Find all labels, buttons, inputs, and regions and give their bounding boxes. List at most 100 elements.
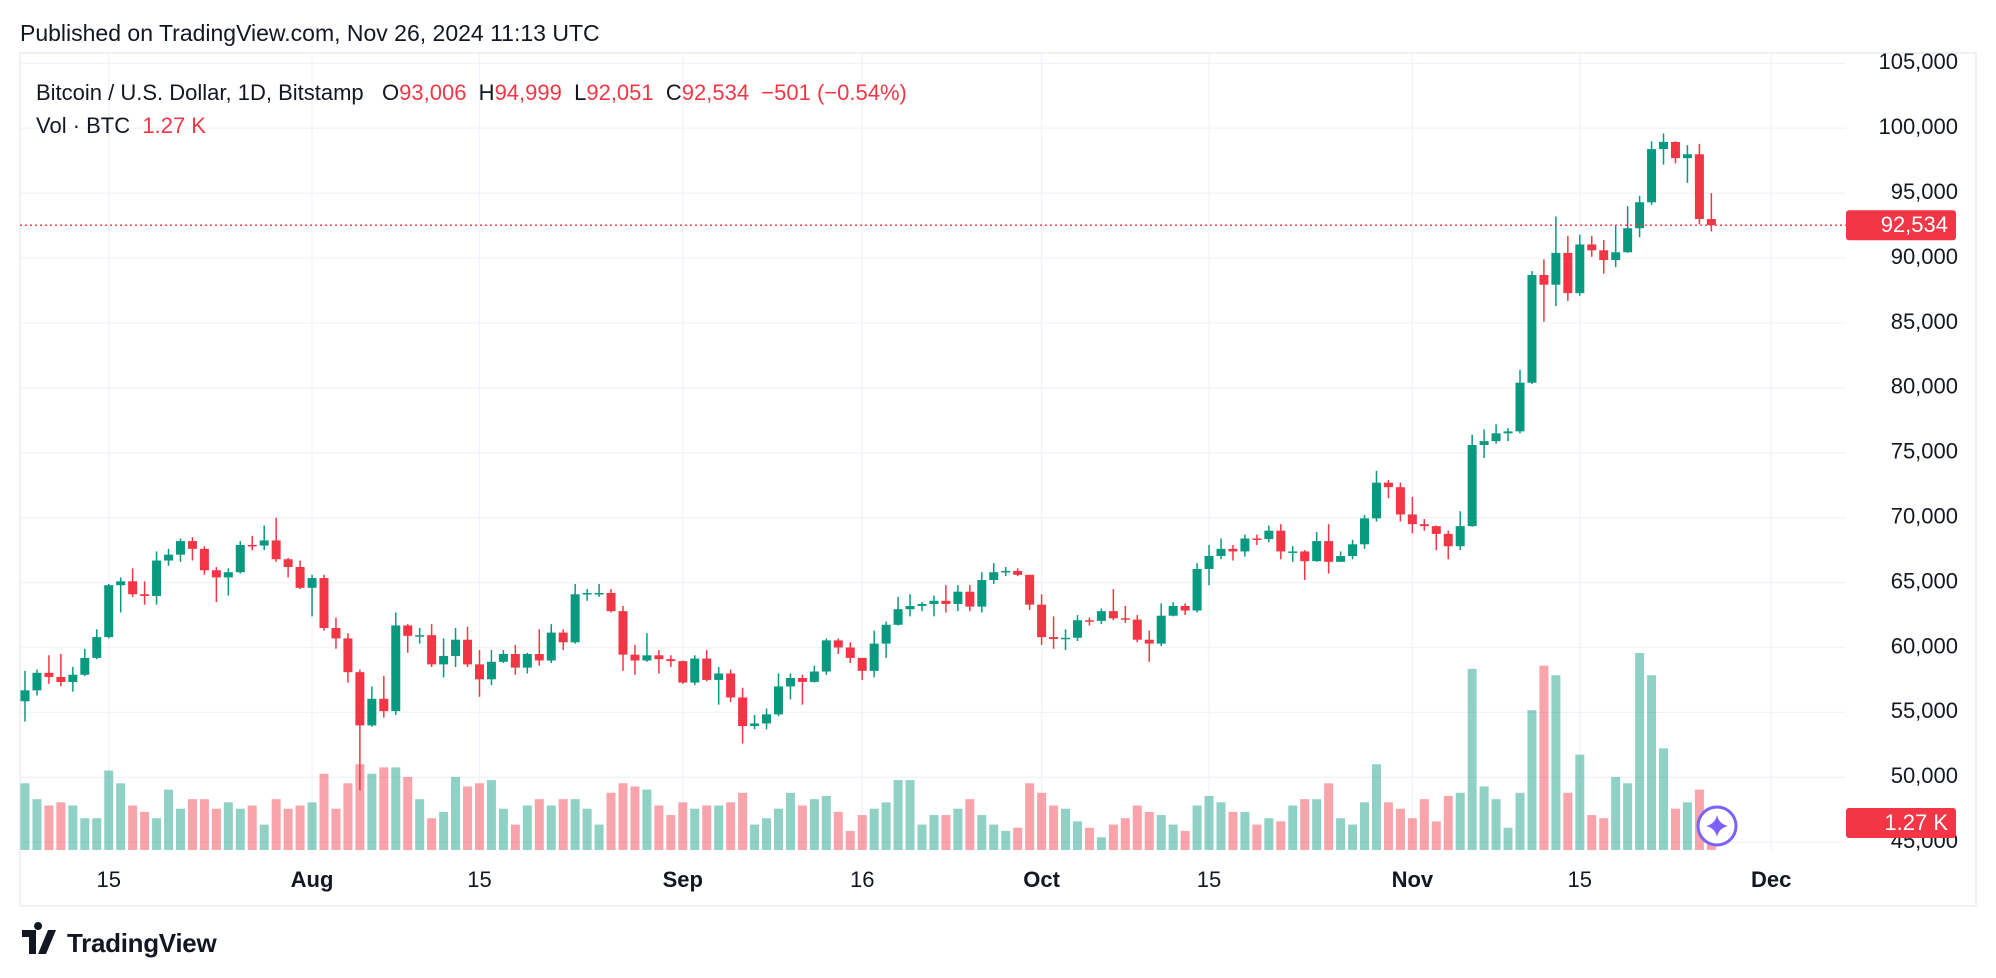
candle-body [666,659,676,662]
candle-body [104,585,114,638]
volume-bar [965,799,975,850]
volume-bar [1132,805,1142,850]
volume-bar [893,780,903,850]
ohlc-key: H [478,80,495,105]
volume-bar [1587,815,1597,850]
candle-body [1216,548,1226,556]
candle-body [1503,431,1513,434]
candle-body [1300,551,1310,562]
candle-body [152,560,162,596]
candle-body [427,635,437,665]
volume-bar [773,808,783,850]
x-tick-label: 15 [96,867,120,892]
candle-body [175,541,185,555]
candle-body [977,580,987,607]
candle-body [1192,568,1202,611]
volume-bar [1491,799,1501,850]
volume-bar [259,824,269,850]
x-tick-label: 15 [1197,867,1221,892]
candle-body [80,657,90,675]
volume-bar [1503,827,1513,850]
volume-bar [247,805,257,850]
candle-body [582,592,592,595]
volume-bar [1300,799,1310,850]
brand[interactable]: TradingView [67,928,217,958]
volume-bar [1276,821,1286,850]
volume-bar [1623,783,1633,850]
volume-bar [1371,764,1381,850]
x-tick-label: 15 [467,867,491,892]
candle-body [1623,228,1633,253]
candle-body [750,723,760,727]
candle-body [1575,244,1585,294]
candle-body [1611,252,1621,261]
x-tick-label: Sep [663,867,703,892]
volume-bar [463,786,473,850]
candle-body [56,676,66,683]
volume-bar [666,815,676,850]
volume-value: 1.27 K [142,113,206,138]
candle-body [1312,541,1322,562]
candle-body [809,671,819,682]
volume-bar [1383,802,1393,850]
candle-body [1706,219,1716,226]
candle-body [833,640,843,648]
volume-bar [187,799,197,850]
tradingview-logo[interactable] [22,922,56,954]
candle-body [319,578,329,629]
volume-bar [809,799,819,850]
volume-bar [845,830,855,850]
x-tick-label: Aug [291,867,334,892]
candle-body [415,635,425,637]
volume-bar [295,805,305,850]
candle-body [32,672,42,691]
y-tick-label: 95,000 [1891,179,1958,204]
candle-body [917,604,927,606]
volume-bar [1443,795,1453,850]
candle-body [1144,639,1154,644]
volume-bar [869,808,879,850]
volume-bar [1455,792,1465,850]
volume-bar [1240,811,1250,850]
y-tick-label: 105,000 [1878,49,1958,74]
volume-title: Vol · BTC [36,113,131,138]
candle-body [1682,154,1692,159]
candle-body [1240,538,1250,552]
ohlc-value: 92,534 [681,80,750,105]
candle-body [558,632,568,643]
candle-body [1419,524,1429,527]
candle-body [331,628,341,639]
candle-body [463,639,473,665]
volume-bar [1539,665,1549,850]
price-tag-label: 92,534 [1881,212,1948,237]
ohlc-row: Bitcoin / U.S. Dollar, 1D, Bitstamp O 93,… [36,76,907,109]
volume-bar [1192,805,1202,850]
candle-body [1443,533,1453,547]
volume-bar [1467,668,1477,850]
change-value: −501 (−0.54%) [761,80,907,105]
volume-bar [1108,824,1118,850]
volume-bar [1228,811,1238,850]
candle-body [630,654,640,661]
candle-body [1407,514,1417,525]
spacer [466,76,478,109]
volume-bar [714,805,724,850]
candle-body [965,591,975,607]
candle-body [546,632,556,661]
volume-bar [582,808,592,850]
candle-body [1371,482,1381,519]
volume-tag [1846,808,1956,838]
volume-bar [1336,818,1346,850]
volume-bar [44,805,54,850]
candle-body [953,591,963,605]
volume-bar [1659,748,1669,850]
assistant-icon[interactable] [1696,805,1738,847]
chart-frame [19,52,1977,907]
y-tick-label: 50,000 [1891,763,1958,788]
candle-body [1479,441,1489,446]
candle-body [654,655,664,660]
volume-bar [917,824,927,850]
candle-body [702,658,712,680]
candle-body [1539,274,1549,285]
y-tick-label: 60,000 [1891,633,1958,658]
